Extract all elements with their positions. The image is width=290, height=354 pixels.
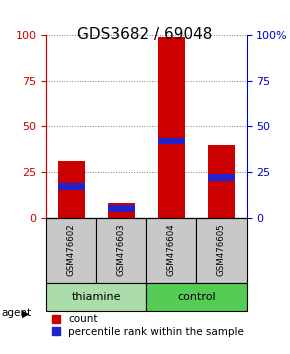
- Bar: [158, 138, 185, 144]
- Text: GDS3682 / 69048: GDS3682 / 69048: [77, 27, 213, 41]
- Bar: [197, 218, 246, 282]
- Bar: [146, 218, 197, 282]
- Text: ▶: ▶: [22, 308, 30, 318]
- Bar: [146, 282, 246, 311]
- Legend: count, percentile rank within the sample: count, percentile rank within the sample: [52, 314, 244, 337]
- Text: GSM476603: GSM476603: [117, 224, 126, 276]
- Bar: [208, 174, 235, 181]
- Text: GSM476602: GSM476602: [67, 224, 76, 276]
- Bar: [96, 218, 146, 282]
- Bar: [108, 205, 135, 212]
- Text: GSM476605: GSM476605: [217, 224, 226, 276]
- Text: GSM476604: GSM476604: [167, 224, 176, 276]
- Text: agent: agent: [1, 308, 32, 318]
- Text: thiamine: thiamine: [72, 292, 121, 302]
- Bar: [108, 203, 135, 218]
- Bar: [208, 145, 235, 218]
- Bar: [58, 183, 85, 190]
- Bar: [46, 282, 146, 311]
- Bar: [158, 37, 185, 218]
- Bar: [46, 218, 96, 282]
- Bar: [58, 161, 85, 218]
- Text: control: control: [177, 292, 216, 302]
